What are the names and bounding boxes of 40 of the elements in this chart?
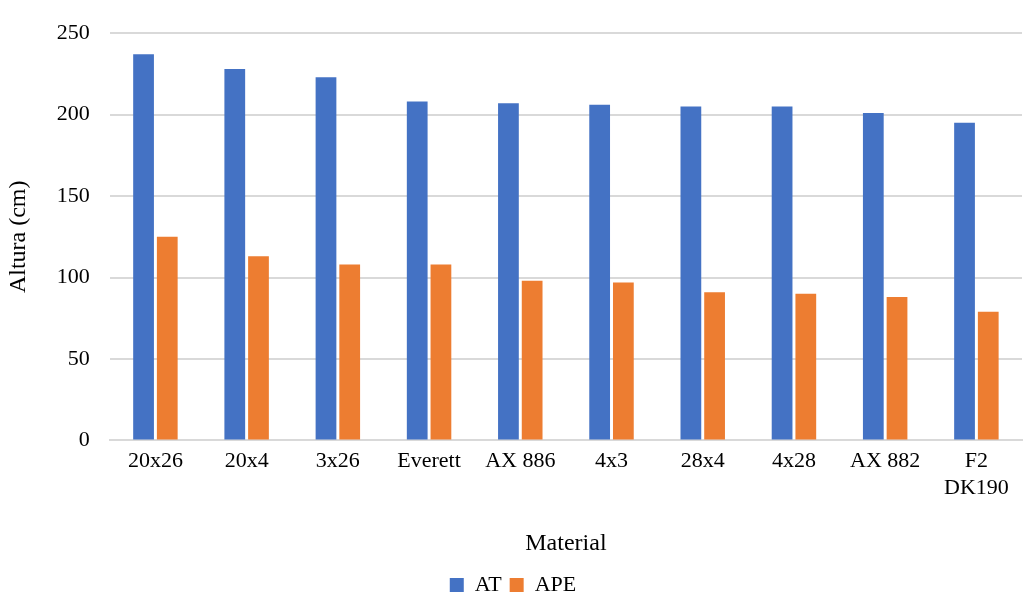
bar (612, 282, 634, 440)
bar (704, 292, 725, 440)
bar (771, 106, 793, 440)
bar (862, 113, 884, 440)
bar (498, 103, 519, 440)
y-tick-label: 250 (56, 18, 90, 44)
bar (954, 122, 975, 440)
bar (406, 101, 428, 440)
y-tick-label: 200 (56, 100, 90, 126)
bar (521, 280, 543, 440)
x-tick-label: 4x3 (595, 447, 629, 473)
bar (315, 77, 337, 440)
legend-label: AT (474, 570, 503, 596)
y-tick-label: 150 (56, 181, 90, 207)
y-tick-label: 0 (78, 426, 90, 452)
bar (133, 54, 154, 440)
x-tick-label: 3x26 (315, 447, 360, 473)
y-axis-title: Altura (cm) (3, 180, 30, 294)
x-tick-label: 4x28 (771, 447, 816, 473)
x-tick-label: 20x4 (224, 447, 269, 473)
bar (886, 297, 908, 440)
x-tick-label: AX 886 (485, 447, 556, 473)
y-tick-label: 100 (56, 263, 90, 289)
bar (339, 264, 361, 440)
bar (430, 264, 452, 440)
bar (224, 69, 246, 440)
bar (795, 293, 817, 440)
x-tick-label: 28x4 (680, 447, 725, 473)
x-axis-title: Material (525, 528, 607, 555)
x-tick-label: F2 DK190 (944, 447, 1009, 499)
x-tick-label: Everett (397, 447, 461, 473)
x-tick-label: AX 882 (850, 447, 921, 473)
bar (589, 104, 611, 440)
bar (156, 236, 178, 440)
y-tick-label: 50 (67, 344, 90, 370)
bar (680, 106, 702, 440)
legend-label: APE (534, 570, 577, 596)
bar (977, 311, 999, 440)
x-tick-label: 20x26 (127, 447, 183, 473)
bar (248, 256, 269, 440)
